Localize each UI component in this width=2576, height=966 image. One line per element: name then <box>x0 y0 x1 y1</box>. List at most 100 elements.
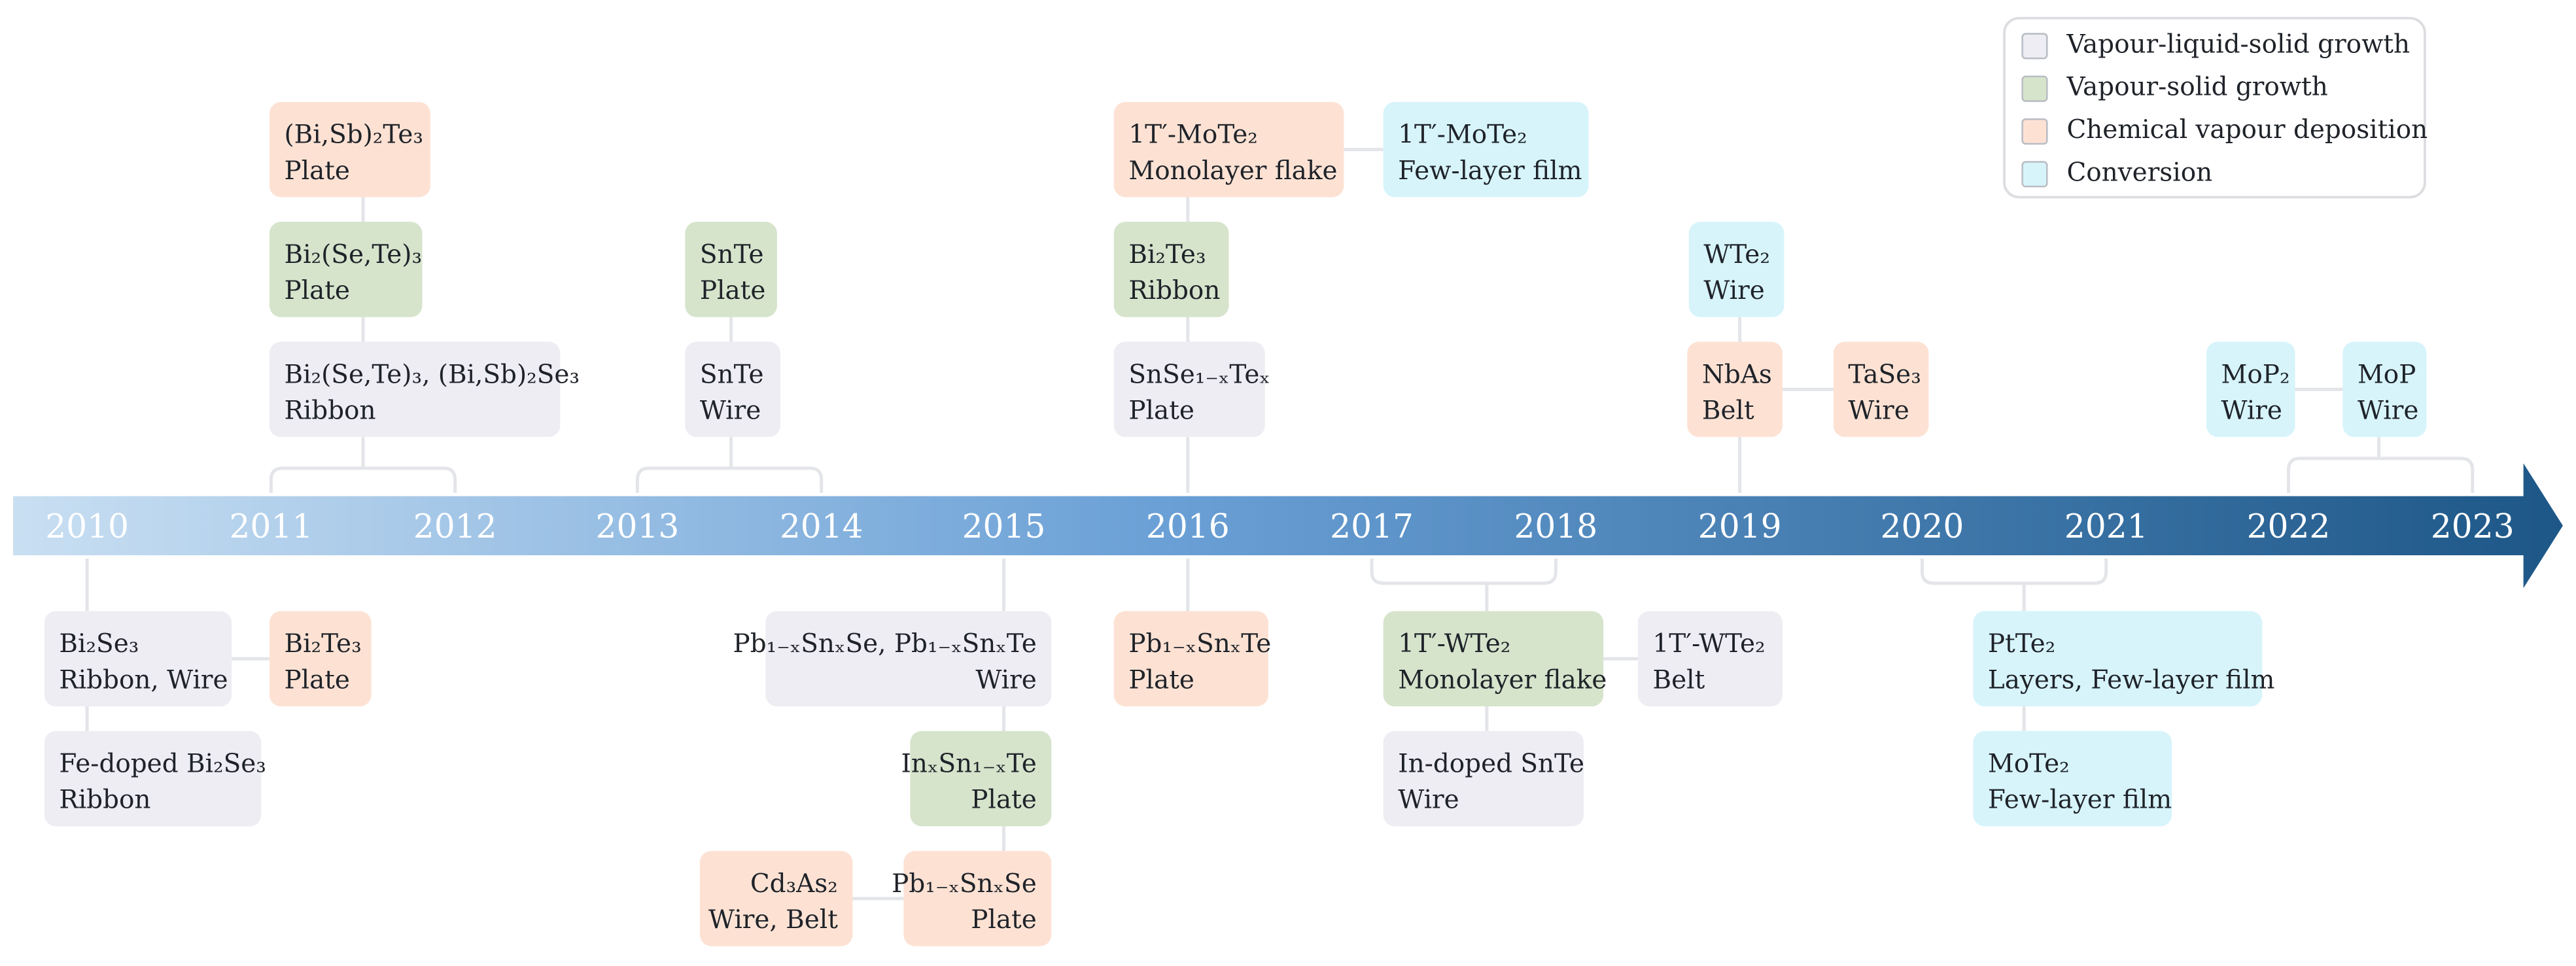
node-subtitle: Plate <box>284 276 349 305</box>
node-box <box>269 222 423 317</box>
years: 2010 2011 2012 2013 2014 2015 2016 2017 2018 2019… <box>45 507 2514 545</box>
node-box <box>1973 731 2172 827</box>
legend-label: Vapour-liquid-solid growth <box>2066 29 2410 59</box>
node-box <box>903 851 1052 946</box>
node-box <box>1637 611 1783 707</box>
node-title: InₓSn₁₋ₓTe <box>901 749 1037 778</box>
node: Pb₁₋ₓSnₓSe, Pb₁₋ₓSnₓTe Wire <box>733 611 1052 707</box>
node-title: Pb₁₋ₓSnₓTe <box>1128 629 1271 659</box>
legend: Vapour-liquid-solid growth Vapour-solid g… <box>2003 16 2428 199</box>
node: MoP₂ Wire <box>2206 341 2295 438</box>
year-label: 2016 <box>1146 507 1230 545</box>
connectors <box>85 148 2475 901</box>
year-label: 2018 <box>1514 507 1597 545</box>
node: 1T′-WTe₂ Belt <box>1637 611 1783 707</box>
node: PtTe₂ Layers, Few-layer film <box>1973 611 2275 707</box>
node-box <box>1113 101 1344 198</box>
node-title: NbAs <box>1702 360 1772 389</box>
node-subtitle: Plate <box>284 665 349 695</box>
node-title: 1T′-MoTe₂ <box>1128 120 1258 150</box>
node-title: 1T′-WTe₂ <box>1653 629 1766 659</box>
node: 1T′-MoTe₂ Monolayer flake <box>1113 101 1344 198</box>
node-title: TaSe₃ <box>1848 360 1921 389</box>
year-label: 2010 <box>45 507 129 545</box>
node: 1T′-MoTe₂ Few-layer film <box>1383 101 1589 198</box>
node-title: SnTe <box>700 360 764 389</box>
node-box <box>1113 611 1268 707</box>
year-label: 2022 <box>2247 507 2331 545</box>
node: Bi₂Te₃ Plate <box>269 611 372 707</box>
node: SnSe₁₋ₓTeₓ Plate <box>1113 341 1270 438</box>
node-subtitle: Wire <box>975 665 1036 695</box>
node: (Bi,Sb)₂Te₃ Plate <box>269 101 431 198</box>
node-title: Fe-doped Bi₂Se₃ <box>59 749 266 778</box>
year-label: 2011 <box>229 507 313 545</box>
node-title: 1T′-MoTe₂ <box>1398 120 1527 150</box>
node-box <box>269 611 372 707</box>
node-box <box>1383 611 1604 707</box>
node-subtitle: Wire <box>1398 785 1459 815</box>
node-title: Bi₂(Se,Te)₃, (Bi,Sb)₂Se₃ <box>284 360 580 389</box>
node: In-doped SnTe Wire <box>1383 731 1584 827</box>
node-subtitle: Belt <box>1702 396 1754 426</box>
node-subtitle: Few-layer film <box>1398 156 1582 186</box>
node-box <box>699 851 853 946</box>
year-label: 2019 <box>1698 507 1782 545</box>
node: InₓSn₁₋ₓTe Plate <box>901 731 1052 827</box>
node-box <box>44 611 232 707</box>
node-subtitle: Plate <box>284 156 349 186</box>
node-title: Bi₂(Se,Te)₃ <box>284 240 422 269</box>
node: Bi₂Te₃ Ribbon <box>1113 222 1229 317</box>
nodes: (Bi,Sb)₂Te₃PlateBi₂(Se,Te)₃PlateBi₂(Se,T… <box>44 101 2427 946</box>
node: SnTe Wire <box>685 341 780 438</box>
legend-box <box>2003 16 2426 199</box>
year-label: 2014 <box>780 507 863 545</box>
legend-swatch <box>2021 33 2048 60</box>
year-label: 2021 <box>2064 507 2148 545</box>
node: Pb₁₋ₓSnₓTe Plate <box>1113 611 1271 707</box>
year-label: 2023 <box>2431 507 2515 545</box>
node-box <box>269 341 561 438</box>
node-title: (Bi,Sb)₂Te₃ <box>284 120 423 150</box>
node: Bi₂(Se,Te)₃ Plate <box>269 222 423 317</box>
node: SnTe Plate <box>685 222 777 317</box>
node-box <box>685 341 780 438</box>
node-box <box>1383 731 1584 827</box>
node-box <box>685 222 777 317</box>
legend-label: Chemical vapour deposition <box>2066 115 2428 145</box>
node-title: Pb₁₋ₓSnₓSe <box>892 869 1037 899</box>
node-title: WTe₂ <box>1703 240 1770 269</box>
node-subtitle: Layers, Few-layer film <box>1988 665 2275 695</box>
node-box <box>1113 222 1229 317</box>
legend-swatch <box>2021 161 2048 188</box>
node-subtitle: Ribbon <box>59 785 150 815</box>
node-title: MoP <box>2358 360 2416 389</box>
node: MoTe₂ Few-layer film <box>1973 731 2172 827</box>
node-subtitle: Plate <box>971 785 1036 815</box>
node: TaSe₃ Wire <box>1833 341 1929 438</box>
node-box <box>1687 341 1783 438</box>
node-title: SnSe₁₋ₓTeₓ <box>1128 360 1270 389</box>
node: Bi₂(Se,Te)₃, (Bi,Sb)₂Se₃ Ribbon <box>269 341 580 438</box>
node-subtitle: Few-layer film <box>1988 785 2172 815</box>
node-box <box>910 731 1052 827</box>
year-label: 2020 <box>1881 507 1964 545</box>
node-title: Bi₂Te₃ <box>1128 240 1206 269</box>
node: NbAs Belt <box>1687 341 1783 438</box>
node: Cd₃As₂ Wire, Belt <box>699 851 853 946</box>
node-title: Bi₂Se₃ <box>59 629 139 659</box>
node-title: MoTe₂ <box>1988 749 2070 778</box>
node-title: SnTe <box>700 240 764 269</box>
node-box <box>2342 341 2427 438</box>
node-box <box>44 731 262 827</box>
node-subtitle: Wire <box>2221 396 2282 426</box>
node-subtitle: Belt <box>1653 665 1705 695</box>
node-subtitle: Wire <box>2358 396 2418 426</box>
node-title: 1T′-WTe₂ <box>1398 629 1510 659</box>
node-subtitle: Ribbon <box>1128 276 1220 305</box>
node: MoP Wire <box>2342 341 2427 438</box>
node-box <box>1113 341 1265 438</box>
node-box <box>269 101 431 198</box>
node: Bi₂Se₃ Ribbon, Wire <box>44 611 232 707</box>
node-title: Bi₂Te₃ <box>284 629 361 659</box>
